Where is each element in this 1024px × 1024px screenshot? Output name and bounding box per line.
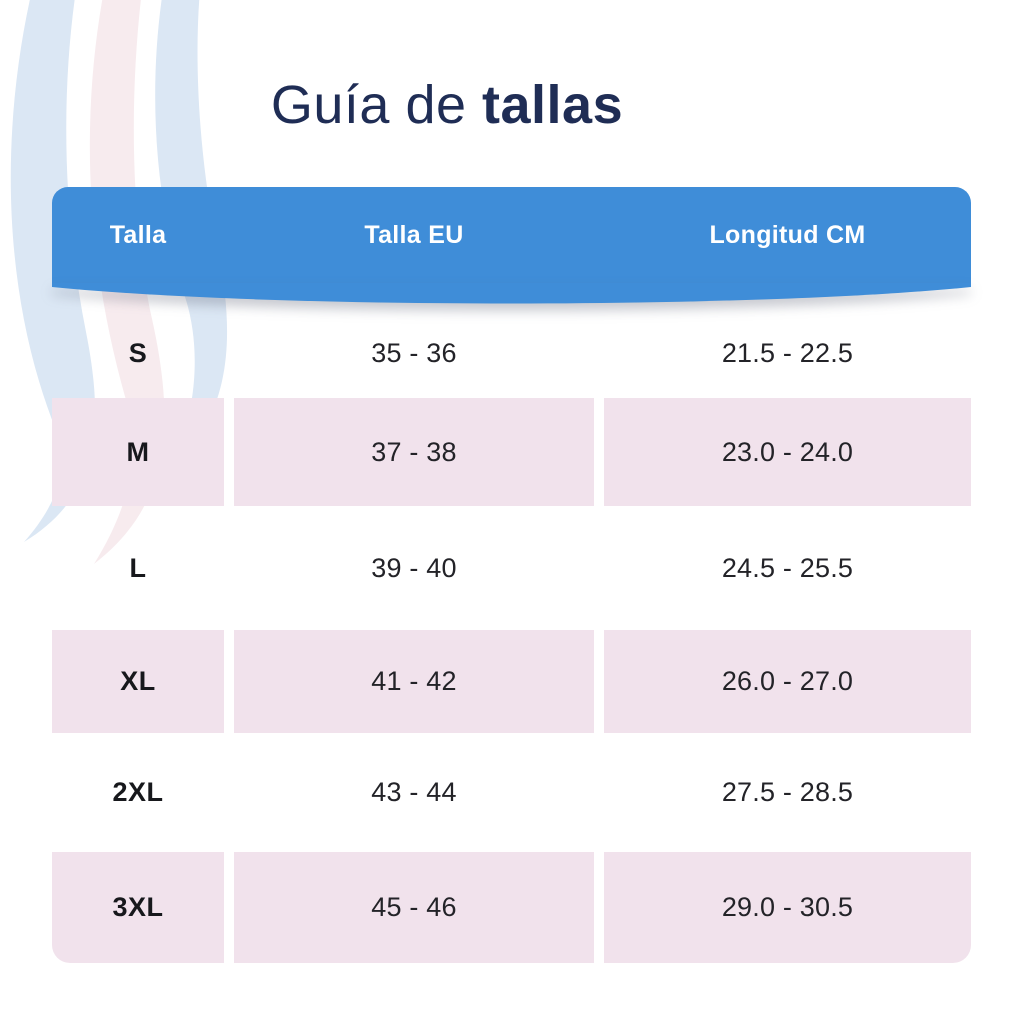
table-header-bar: Talla Talla EU Longitud CM bbox=[52, 187, 971, 283]
page-title-bold: tallas bbox=[482, 75, 624, 135]
header-curve-shape bbox=[52, 283, 971, 304]
size-label: XL bbox=[52, 630, 224, 733]
table-row: XL 41 - 42 26.0 - 27.0 bbox=[52, 630, 971, 733]
table-row: 3XL 45 - 46 29.0 - 30.5 bbox=[52, 852, 971, 963]
length-cm-value: 29.0 - 30.5 bbox=[604, 852, 971, 963]
size-label: 3XL bbox=[52, 852, 224, 963]
header-longitud-cm: Longitud CM bbox=[709, 220, 866, 249]
table-row: 2XL 43 - 44 27.5 - 28.5 bbox=[52, 733, 971, 852]
page-title: Guía de tallas bbox=[0, 74, 894, 136]
length-cm-value: 23.0 - 24.0 bbox=[604, 398, 971, 506]
table-row: S 35 - 36 21.5 - 22.5 bbox=[52, 308, 971, 398]
eu-size-value: 41 - 42 bbox=[234, 630, 594, 733]
table-row: L 39 - 40 24.5 - 25.5 bbox=[52, 506, 971, 630]
eu-size-value: 35 - 36 bbox=[371, 337, 457, 368]
size-table-body: S 35 - 36 21.5 - 22.5 M 37 - 38 23.0 - 2… bbox=[52, 308, 971, 963]
header-talla: Talla bbox=[109, 220, 167, 249]
table-header: Talla Talla EU Longitud CM bbox=[52, 187, 971, 309]
length-cm-value: 26.0 - 27.0 bbox=[604, 630, 971, 733]
length-cm-value: 27.5 - 28.5 bbox=[721, 777, 854, 807]
size-label: M bbox=[52, 398, 224, 506]
eu-size-value: 45 - 46 bbox=[234, 852, 594, 963]
eu-size-value: 39 - 40 bbox=[371, 552, 457, 583]
page-title-light: Guía de bbox=[270, 75, 483, 135]
length-cm-value: 24.5 - 25.5 bbox=[721, 552, 854, 583]
header-talla-eu: Talla EU bbox=[364, 220, 464, 249]
size-label: S bbox=[128, 337, 148, 368]
eu-size-value: 43 - 44 bbox=[371, 777, 457, 807]
table-row: M 37 - 38 23.0 - 24.0 bbox=[52, 398, 971, 506]
size-label: 2XL bbox=[112, 777, 164, 807]
size-label: L bbox=[129, 552, 147, 583]
length-cm-value: 21.5 - 22.5 bbox=[721, 337, 854, 368]
eu-size-value: 37 - 38 bbox=[234, 398, 594, 506]
